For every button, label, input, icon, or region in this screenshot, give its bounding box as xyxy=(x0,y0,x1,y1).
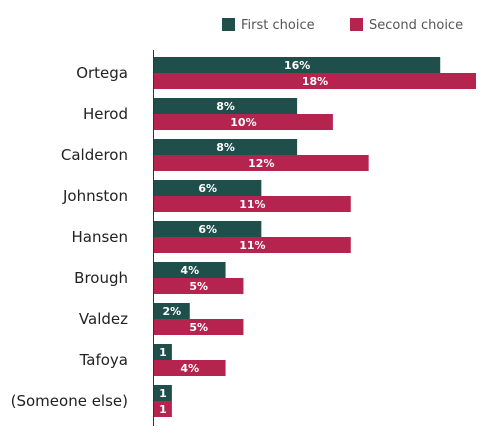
bar-second-choice-herod xyxy=(154,114,333,130)
data-label-first-choice-calderon: 8% xyxy=(216,141,235,154)
category-label-valdez: Valdez xyxy=(79,310,128,328)
bar-first-choice-herod xyxy=(154,98,298,114)
bar-second-choice-tafoya xyxy=(154,360,226,376)
data-label-second-choice-ortega: 18% xyxy=(302,75,328,88)
data-label-first-choice-johnston: 6% xyxy=(198,182,217,195)
data-label-first-choice-valdez: 2% xyxy=(163,305,182,318)
data-label-second-choice-johnston: 11% xyxy=(239,198,265,211)
bar-second-choice-hansen xyxy=(154,237,351,253)
category-label-tafoya: Tafoya xyxy=(79,351,128,369)
bar-second-choice-johnston xyxy=(154,196,351,212)
category-label-herod: Herod xyxy=(83,105,128,123)
category-labels: Ortega Herod Calderon Johnston Hansen Brough V… xyxy=(11,64,128,410)
data-label-second-choice-tafoya: 4% xyxy=(180,362,199,375)
legend: First choice Second choice xyxy=(222,18,463,33)
bar-first-choice-hansen xyxy=(154,221,262,237)
legend-swatch-first-choice xyxy=(222,18,235,31)
category-label-ortega: Ortega xyxy=(76,64,128,82)
bar-first-choice-johnston xyxy=(154,180,262,196)
bar-first-choice-someone-else xyxy=(154,385,172,401)
legend-swatch-second-choice xyxy=(350,18,363,31)
bar-second-choice-brough xyxy=(154,278,244,294)
bar-second-choice-ortega xyxy=(154,73,476,89)
bar-first-choice-ortega xyxy=(154,57,441,73)
legend-label-first-choice: First choice xyxy=(241,18,315,33)
bar-first-choice-brough xyxy=(154,262,226,278)
bar-second-choice-valdez xyxy=(154,319,244,335)
category-label-johnston: Johnston xyxy=(62,187,128,205)
legend-label-second-choice: Second choice xyxy=(369,18,463,33)
data-label-first-choice-tafoya: 1 xyxy=(159,346,167,359)
data-label-second-choice-valdez: 5% xyxy=(189,321,208,334)
bar-first-choice-valdez xyxy=(154,303,190,319)
bar-second-choice-someone-else xyxy=(154,401,172,417)
data-label-second-choice-calderon: 12% xyxy=(248,157,274,170)
data-label-second-choice-brough: 5% xyxy=(189,280,208,293)
data-label-first-choice-ortega: 16% xyxy=(284,59,310,72)
data-label-second-choice-hansen: 11% xyxy=(239,239,265,252)
data-label-first-choice-brough: 4% xyxy=(180,264,199,277)
category-label-hansen: Hansen xyxy=(71,228,128,246)
data-label-second-choice-herod: 10% xyxy=(230,116,256,129)
data-label-first-choice-herod: 8% xyxy=(216,100,235,113)
data-label-first-choice-hansen: 6% xyxy=(198,223,217,236)
bars-group: 16% 18% 8% 10% 8% 12% 6% 11% 6% 11% 4% 5% 2% 5% 1 4% 1 1 xyxy=(154,57,476,417)
bar-first-choice-tafoya xyxy=(154,344,172,360)
data-label-first-choice-someone-else: 1 xyxy=(159,387,167,400)
category-label-calderon: Calderon xyxy=(61,146,128,164)
bar-first-choice-calderon xyxy=(154,139,298,155)
data-label-second-choice-someone-else: 1 xyxy=(159,403,167,416)
category-label-brough: Brough xyxy=(74,269,128,287)
category-label-someone-else: (Someone else) xyxy=(11,392,128,410)
bar-second-choice-calderon xyxy=(154,155,369,171)
